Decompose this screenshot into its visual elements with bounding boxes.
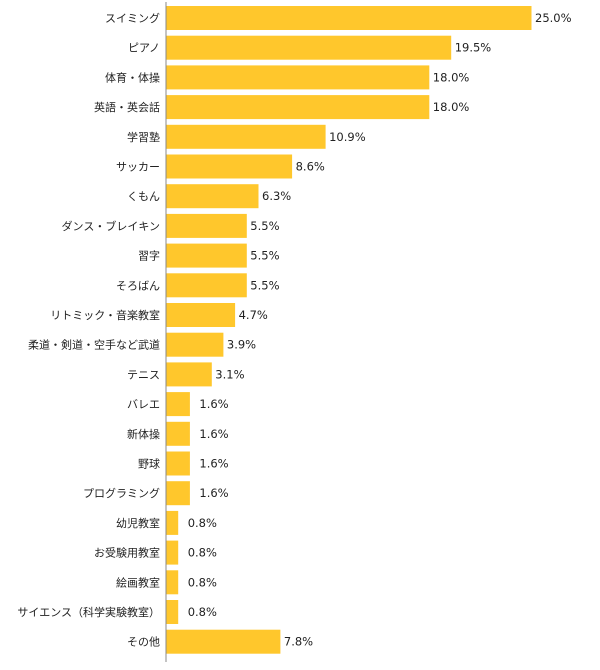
value-label-0: 25.0%: [535, 11, 572, 25]
bar-12: [166, 362, 212, 387]
bar-21: [166, 629, 281, 654]
bar-16: [166, 481, 190, 506]
bar-0: [166, 6, 532, 30]
bar-1: [166, 35, 452, 60]
category-label-9: そろばん: [116, 279, 160, 292]
value-label-8: 5.5%: [250, 249, 279, 263]
bar-17: [166, 510, 179, 535]
bar-10: [166, 303, 236, 327]
value-label-9: 5.5%: [250, 278, 279, 292]
category-label-17: 幼児教室: [116, 516, 160, 530]
category-label-5: サッカー: [116, 161, 160, 174]
value-label-12: 3.1%: [215, 367, 244, 381]
bar-4: [166, 124, 326, 149]
category-label-2: 体育・体操: [105, 70, 160, 84]
value-label-13: 1.6%: [199, 397, 228, 411]
value-label-20: 0.8%: [188, 605, 217, 619]
category-label-21: その他: [127, 636, 160, 649]
bar-19: [166, 570, 179, 595]
bar-14: [166, 421, 190, 446]
value-label-3: 18.0%: [433, 100, 470, 114]
value-label-4: 10.9%: [329, 130, 366, 144]
value-label-17: 0.8%: [188, 516, 217, 530]
bar-11: [166, 332, 224, 357]
bar-2: [166, 65, 430, 90]
value-label-7: 5.5%: [250, 219, 279, 233]
bars-group: [166, 6, 532, 654]
category-label-7: ダンス・ブレイキン: [62, 219, 160, 233]
category-label-20: サイエンス（科学実験教室）: [17, 605, 160, 619]
category-label-19: 絵画教室: [116, 575, 160, 589]
category-label-16: プログラミング: [83, 486, 160, 500]
bar-3: [166, 95, 430, 120]
bar-6: [166, 184, 259, 209]
category-label-6: くもん: [127, 190, 160, 203]
bar-15: [166, 451, 190, 476]
category-label-3: 英語・英会話: [94, 100, 160, 114]
value-label-5: 8.6%: [296, 160, 325, 174]
category-label-13: バレエ: [127, 398, 160, 411]
value-label-18: 0.8%: [188, 546, 217, 560]
bar-13: [166, 392, 190, 417]
bar-9: [166, 273, 247, 298]
value-label-14: 1.6%: [199, 427, 228, 441]
value-label-21: 7.8%: [284, 635, 313, 649]
value-label-10: 4.7%: [239, 308, 268, 322]
category-label-8: 習字: [138, 249, 160, 263]
bar-18: [166, 540, 179, 565]
value-label-16: 1.6%: [199, 486, 228, 500]
bar-8: [166, 243, 247, 268]
category-label-4: 学習塾: [127, 130, 160, 144]
category-labels-group: スイミングピアノ体育・体操英語・英会話学習塾サッカーくもんダンス・ブレイキン習字…: [17, 11, 160, 649]
category-label-11: 柔道・剣道・空手など武道: [28, 338, 160, 352]
category-label-12: テニス: [127, 368, 160, 381]
category-label-14: 新体操: [127, 427, 160, 441]
category-label-15: 野球: [138, 457, 160, 471]
value-label-19: 0.8%: [188, 575, 217, 589]
value-label-6: 6.3%: [262, 189, 291, 203]
value-label-11: 3.9%: [227, 338, 256, 352]
value-label-1: 19.5%: [455, 41, 492, 55]
category-label-1: ピアノ: [128, 42, 160, 55]
value-label-2: 18.0%: [433, 70, 470, 84]
category-label-18: お受験用教室: [94, 546, 160, 560]
value-labels-group: 25.0% 19.5% 18.0% 18.0% 10.9% 8.6% 6.3% 5.5% 5.5…: [188, 11, 572, 649]
value-label-15: 1.6%: [199, 457, 228, 471]
category-label-0: スイミング: [105, 11, 160, 25]
bar-20: [166, 600, 179, 624]
category-label-10: リトミック・音楽教室: [50, 308, 160, 322]
bar-7: [166, 213, 247, 238]
bar-5: [166, 154, 293, 179]
